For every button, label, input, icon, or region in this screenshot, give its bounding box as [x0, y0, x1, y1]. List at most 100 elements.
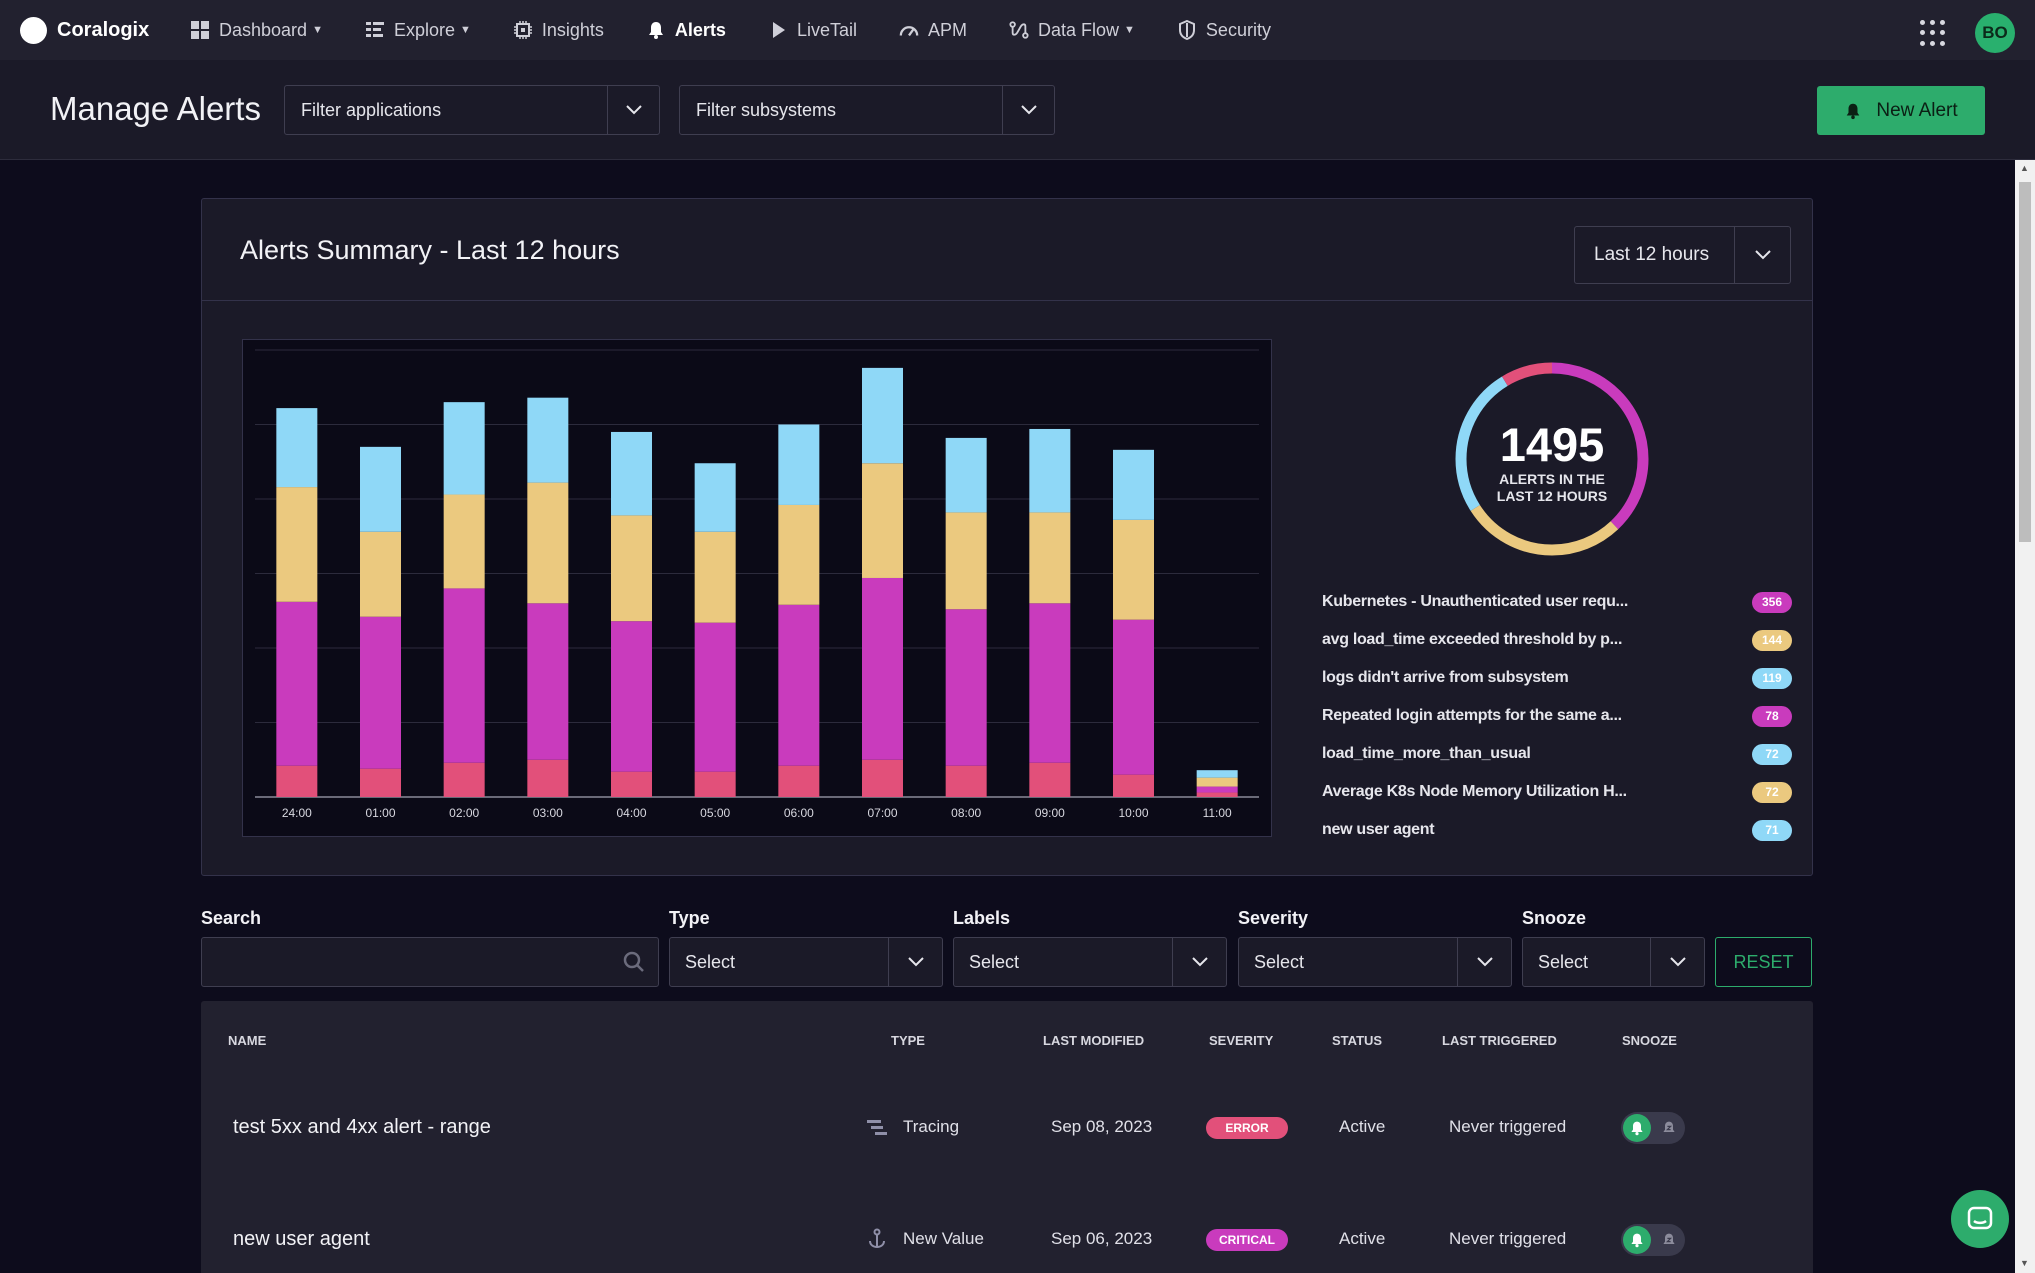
bar-segment[interactable]	[1029, 512, 1071, 604]
nav-item-insights[interactable]: Insights	[513, 20, 604, 41]
legend-item[interactable]: load_time_more_than_usual 72	[1322, 735, 1792, 773]
search-field[interactable]	[201, 937, 659, 987]
bar-segment[interactable]	[1029, 428, 1071, 513]
chevron-down-icon[interactable]	[607, 86, 659, 134]
bar-segment[interactable]	[1113, 519, 1154, 620]
chevron-down-icon[interactable]	[1002, 86, 1054, 134]
snooze-select[interactable]: Select	[1522, 937, 1705, 987]
page-scrollbar[interactable]: ▲ ▼	[2015, 160, 2035, 1273]
bar-segment[interactable]	[778, 765, 820, 797]
bar-segment[interactable]	[611, 771, 652, 797]
scroll-down-arrow[interactable]: ▼	[2020, 1258, 2029, 1268]
alert-name[interactable]: test 5xx and 4xx alert - range	[233, 1116, 491, 1138]
bar-segment[interactable]	[945, 765, 987, 797]
nav-item-security[interactable]: Security	[1177, 20, 1271, 41]
chevron-down-icon[interactable]	[1172, 938, 1226, 986]
bar-segment[interactable]	[1029, 603, 1071, 763]
bar-segment[interactable]	[862, 577, 903, 760]
chevron-down-icon[interactable]	[1650, 938, 1704, 986]
bar-segment[interactable]	[1196, 777, 1238, 787]
nav-item-dashboard[interactable]: Dashboard ▼	[190, 20, 323, 41]
column-header-last-triggered[interactable]: LAST TRIGGERED	[1442, 1033, 1557, 1048]
snooze-toggle[interactable]	[1621, 1112, 1685, 1144]
bar-segment[interactable]	[360, 531, 401, 617]
bar-segment[interactable]	[945, 437, 987, 513]
scroll-up-arrow[interactable]: ▲	[2020, 163, 2029, 173]
bar-segment[interactable]	[694, 463, 736, 532]
legend-item[interactable]: Average K8s Node Memory Utilization H...…	[1322, 773, 1792, 811]
nav-item-data-flow[interactable]: Data Flow ▼	[1009, 20, 1135, 41]
bar-segment[interactable]	[945, 609, 987, 766]
bar-segment[interactable]	[945, 512, 987, 610]
bar-segment[interactable]	[527, 397, 569, 483]
legend-item[interactable]: Repeated login attempts for the same a..…	[1322, 697, 1792, 735]
search-icon[interactable]	[610, 951, 658, 973]
chevron-down-icon[interactable]	[888, 938, 942, 986]
bar-segment[interactable]	[443, 588, 485, 763]
search-input[interactable]	[202, 951, 610, 973]
column-header-last-modified[interactable]: LAST MODIFIED	[1043, 1033, 1145, 1048]
bar-segment[interactable]	[360, 446, 401, 532]
column-header-name[interactable]: NAME	[228, 1033, 267, 1048]
chevron-down-icon[interactable]	[1734, 227, 1790, 283]
column-header-severity[interactable]: SEVERITY	[1209, 1033, 1274, 1048]
bar-segment[interactable]	[611, 621, 652, 772]
labels-select[interactable]: Select	[953, 937, 1227, 987]
bar-segment[interactable]	[360, 616, 401, 769]
bar-segment[interactable]	[862, 463, 903, 578]
bar-segment[interactable]	[276, 765, 318, 797]
nav-item-alerts[interactable]: Alerts	[646, 20, 726, 41]
reset-button[interactable]: RESET	[1715, 937, 1812, 987]
scrollbar-thumb[interactable]	[2019, 182, 2031, 542]
bar-segment[interactable]	[694, 531, 736, 623]
bar-segment[interactable]	[276, 408, 318, 488]
bar-segment[interactable]	[862, 367, 903, 464]
bar-segment[interactable]	[1196, 786, 1238, 793]
bar-segment[interactable]	[1113, 774, 1154, 797]
nav-item-livetail[interactable]: LiveTail	[768, 20, 857, 41]
bar-segment[interactable]	[1196, 770, 1238, 778]
time-range-select[interactable]: Last 12 hours	[1574, 226, 1791, 284]
filter-subsystems-select[interactable]: Filter subsystems	[679, 85, 1055, 135]
bar-segment[interactable]	[360, 768, 401, 797]
brand-logo[interactable]: Coralogix	[20, 16, 160, 44]
bar-segment[interactable]	[527, 482, 569, 604]
nav-item-explore[interactable]: Explore ▼	[365, 20, 471, 41]
nav-item-apm[interactable]: APM	[899, 20, 967, 41]
bar-segment[interactable]	[527, 759, 569, 797]
user-avatar[interactable]: BO	[1975, 13, 2015, 53]
type-select[interactable]: Select	[669, 937, 943, 987]
bar-segment[interactable]	[694, 622, 736, 772]
filter-applications-select[interactable]: Filter applications	[284, 85, 660, 135]
bar-segment[interactable]	[1029, 762, 1071, 797]
column-header-type[interactable]: TYPE	[891, 1033, 925, 1048]
bar-segment[interactable]	[778, 504, 820, 605]
legend-item[interactable]: new user agent 71	[1322, 811, 1792, 849]
legend-item[interactable]: Kubernetes - Unauthenticated user requ..…	[1322, 583, 1792, 621]
snooze-toggle[interactable]	[1621, 1224, 1685, 1256]
chevron-down-icon[interactable]	[1457, 938, 1511, 986]
bar-segment[interactable]	[1196, 792, 1238, 797]
bar-segment[interactable]	[1113, 619, 1154, 775]
bar-segment[interactable]	[443, 402, 485, 495]
bar-segment[interactable]	[1113, 449, 1154, 520]
alert-name[interactable]: new user agent	[233, 1228, 370, 1250]
bar-segment[interactable]	[443, 494, 485, 589]
table-row[interactable]: test 5xx and 4xx alert - range Tracing S…	[201, 1071, 1813, 1183]
bar-segment[interactable]	[276, 487, 318, 602]
column-header-status[interactable]: STATUS	[1332, 1033, 1383, 1048]
bar-segment[interactable]	[694, 771, 736, 797]
legend-item[interactable]: logs didn't arrive from subsystem 119	[1322, 659, 1792, 697]
bar-segment[interactable]	[443, 762, 485, 797]
bar-segment[interactable]	[527, 603, 569, 760]
bar-segment[interactable]	[778, 424, 820, 505]
apps-grid-icon[interactable]	[1920, 20, 1946, 46]
bar-segment[interactable]	[611, 515, 652, 622]
bar-segment[interactable]	[276, 601, 318, 766]
chat-support-button[interactable]	[1951, 1190, 2009, 1248]
new-alert-button[interactable]: New Alert	[1817, 86, 1985, 135]
legend-item[interactable]: avg load_time exceeded threshold by p...…	[1322, 621, 1792, 659]
table-row[interactable]: new user agent New Value Sep 06, 2023 CR…	[201, 1183, 1813, 1273]
bar-segment[interactable]	[862, 759, 903, 797]
bar-segment[interactable]	[778, 604, 820, 766]
